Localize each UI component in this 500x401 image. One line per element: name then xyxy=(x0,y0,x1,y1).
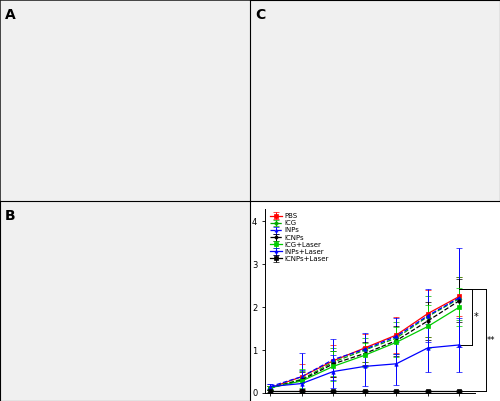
Legend: PBS, ICG, INPs, ICNPs, ICG+Laser, INPs+Laser, ICNPs+Laser: PBS, ICG, INPs, ICNPs, ICG+Laser, INPs+L… xyxy=(268,212,330,263)
Text: D: D xyxy=(219,201,230,215)
Text: *: * xyxy=(474,312,478,322)
Text: C: C xyxy=(255,8,265,22)
Text: B: B xyxy=(5,209,15,223)
Text: A: A xyxy=(5,8,16,22)
Y-axis label: Tumor volume
(X10⁻³ mm³): Tumor volume (X10⁻³ mm³) xyxy=(231,271,250,331)
Text: **: ** xyxy=(487,336,496,344)
